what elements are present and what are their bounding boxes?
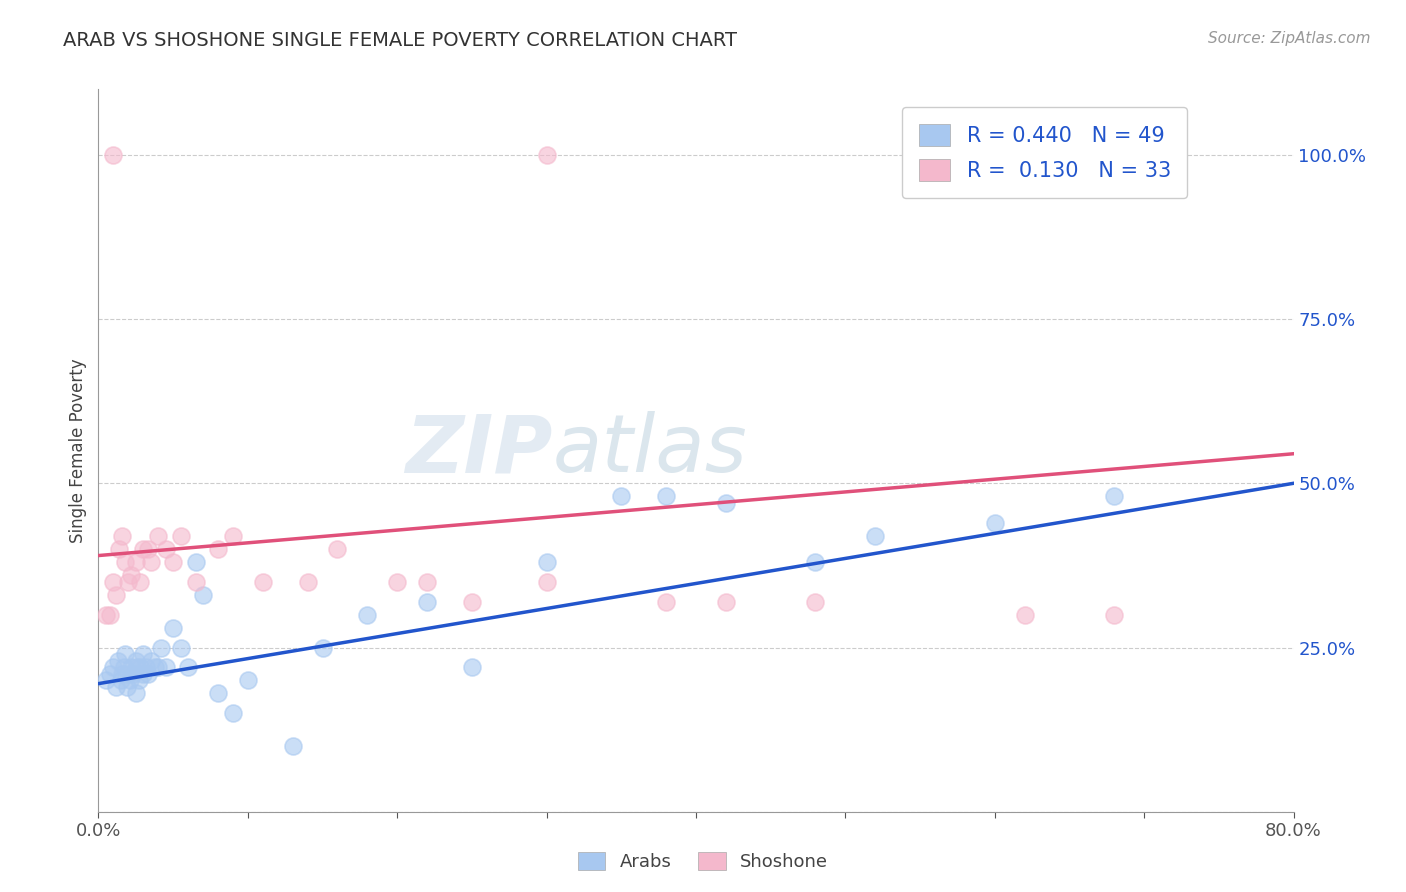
Point: [236, 673, 259, 688]
Point: [114, 647, 136, 661]
Legend: Arabs, Shoshone: Arabs, Shoshone: [571, 845, 835, 879]
Point: [326, 541, 349, 556]
Point: [148, 529, 170, 543]
Point: [150, 640, 173, 655]
Point: [1104, 607, 1126, 622]
Point: [184, 555, 207, 569]
Text: ZIP: ZIP: [405, 411, 553, 490]
Point: [162, 621, 184, 635]
Point: [98, 666, 122, 681]
Point: [103, 574, 125, 589]
Point: [162, 555, 184, 569]
Text: atlas: atlas: [553, 411, 748, 490]
Point: [103, 660, 125, 674]
Point: [108, 541, 131, 556]
Point: [94, 673, 117, 688]
Legend: R = 0.440   N = 49, R =  0.130   N = 33: R = 0.440 N = 49, R = 0.130 N = 33: [903, 107, 1188, 198]
Point: [385, 574, 409, 589]
Point: [1104, 490, 1126, 504]
Point: [356, 607, 378, 622]
Point: [103, 148, 125, 162]
Point: [125, 686, 148, 700]
Point: [804, 555, 827, 569]
Point: [207, 686, 229, 700]
Point: [191, 588, 214, 602]
Point: [136, 541, 159, 556]
Point: [121, 666, 143, 681]
Point: [128, 673, 150, 688]
Point: [107, 654, 129, 668]
Point: [127, 660, 149, 674]
Point: [155, 541, 177, 556]
Point: [536, 148, 558, 162]
Text: ARAB VS SHOSHONE SINGLE FEMALE POVERTY CORRELATION CHART: ARAB VS SHOSHONE SINGLE FEMALE POVERTY C…: [63, 31, 737, 50]
Point: [129, 660, 152, 674]
Point: [117, 574, 139, 589]
Point: [610, 490, 633, 504]
Point: [416, 594, 439, 608]
Point: [132, 666, 155, 681]
Point: [311, 640, 333, 655]
Point: [139, 654, 162, 668]
Point: [148, 660, 170, 674]
Point: [184, 574, 207, 589]
Point: [536, 555, 558, 569]
Point: [461, 594, 484, 608]
Point: [139, 555, 162, 569]
Point: [94, 607, 117, 622]
Point: [111, 529, 134, 543]
Point: [169, 529, 191, 543]
Point: [125, 654, 148, 668]
Point: [117, 666, 139, 681]
Point: [297, 574, 319, 589]
Point: [118, 673, 141, 688]
Point: [132, 541, 155, 556]
Point: [132, 647, 155, 661]
Point: [98, 607, 122, 622]
Point: [111, 666, 134, 681]
Point: [169, 640, 191, 655]
Point: [655, 490, 678, 504]
Text: Source: ZipAtlas.com: Source: ZipAtlas.com: [1208, 31, 1371, 46]
Point: [984, 516, 1007, 530]
Point: [114, 555, 136, 569]
Point: [714, 594, 737, 608]
Point: [804, 594, 827, 608]
Point: [143, 660, 166, 674]
Point: [112, 660, 135, 674]
Point: [110, 673, 132, 688]
Point: [155, 660, 177, 674]
Point: [1014, 607, 1036, 622]
Point: [222, 706, 245, 721]
Point: [115, 680, 138, 694]
Point: [135, 660, 157, 674]
Point: [461, 660, 484, 674]
Point: [281, 739, 304, 753]
Point: [120, 660, 142, 674]
Point: [536, 574, 558, 589]
Point: [129, 574, 152, 589]
Point: [207, 541, 229, 556]
Point: [105, 588, 128, 602]
Y-axis label: Single Female Poverty: Single Female Poverty: [69, 359, 87, 542]
Point: [714, 496, 737, 510]
Point: [252, 574, 274, 589]
Point: [655, 594, 678, 608]
Point: [120, 568, 142, 582]
Point: [416, 574, 439, 589]
Point: [865, 529, 887, 543]
Point: [136, 666, 159, 681]
Point: [222, 529, 245, 543]
Point: [125, 555, 148, 569]
Point: [105, 680, 128, 694]
Point: [177, 660, 200, 674]
